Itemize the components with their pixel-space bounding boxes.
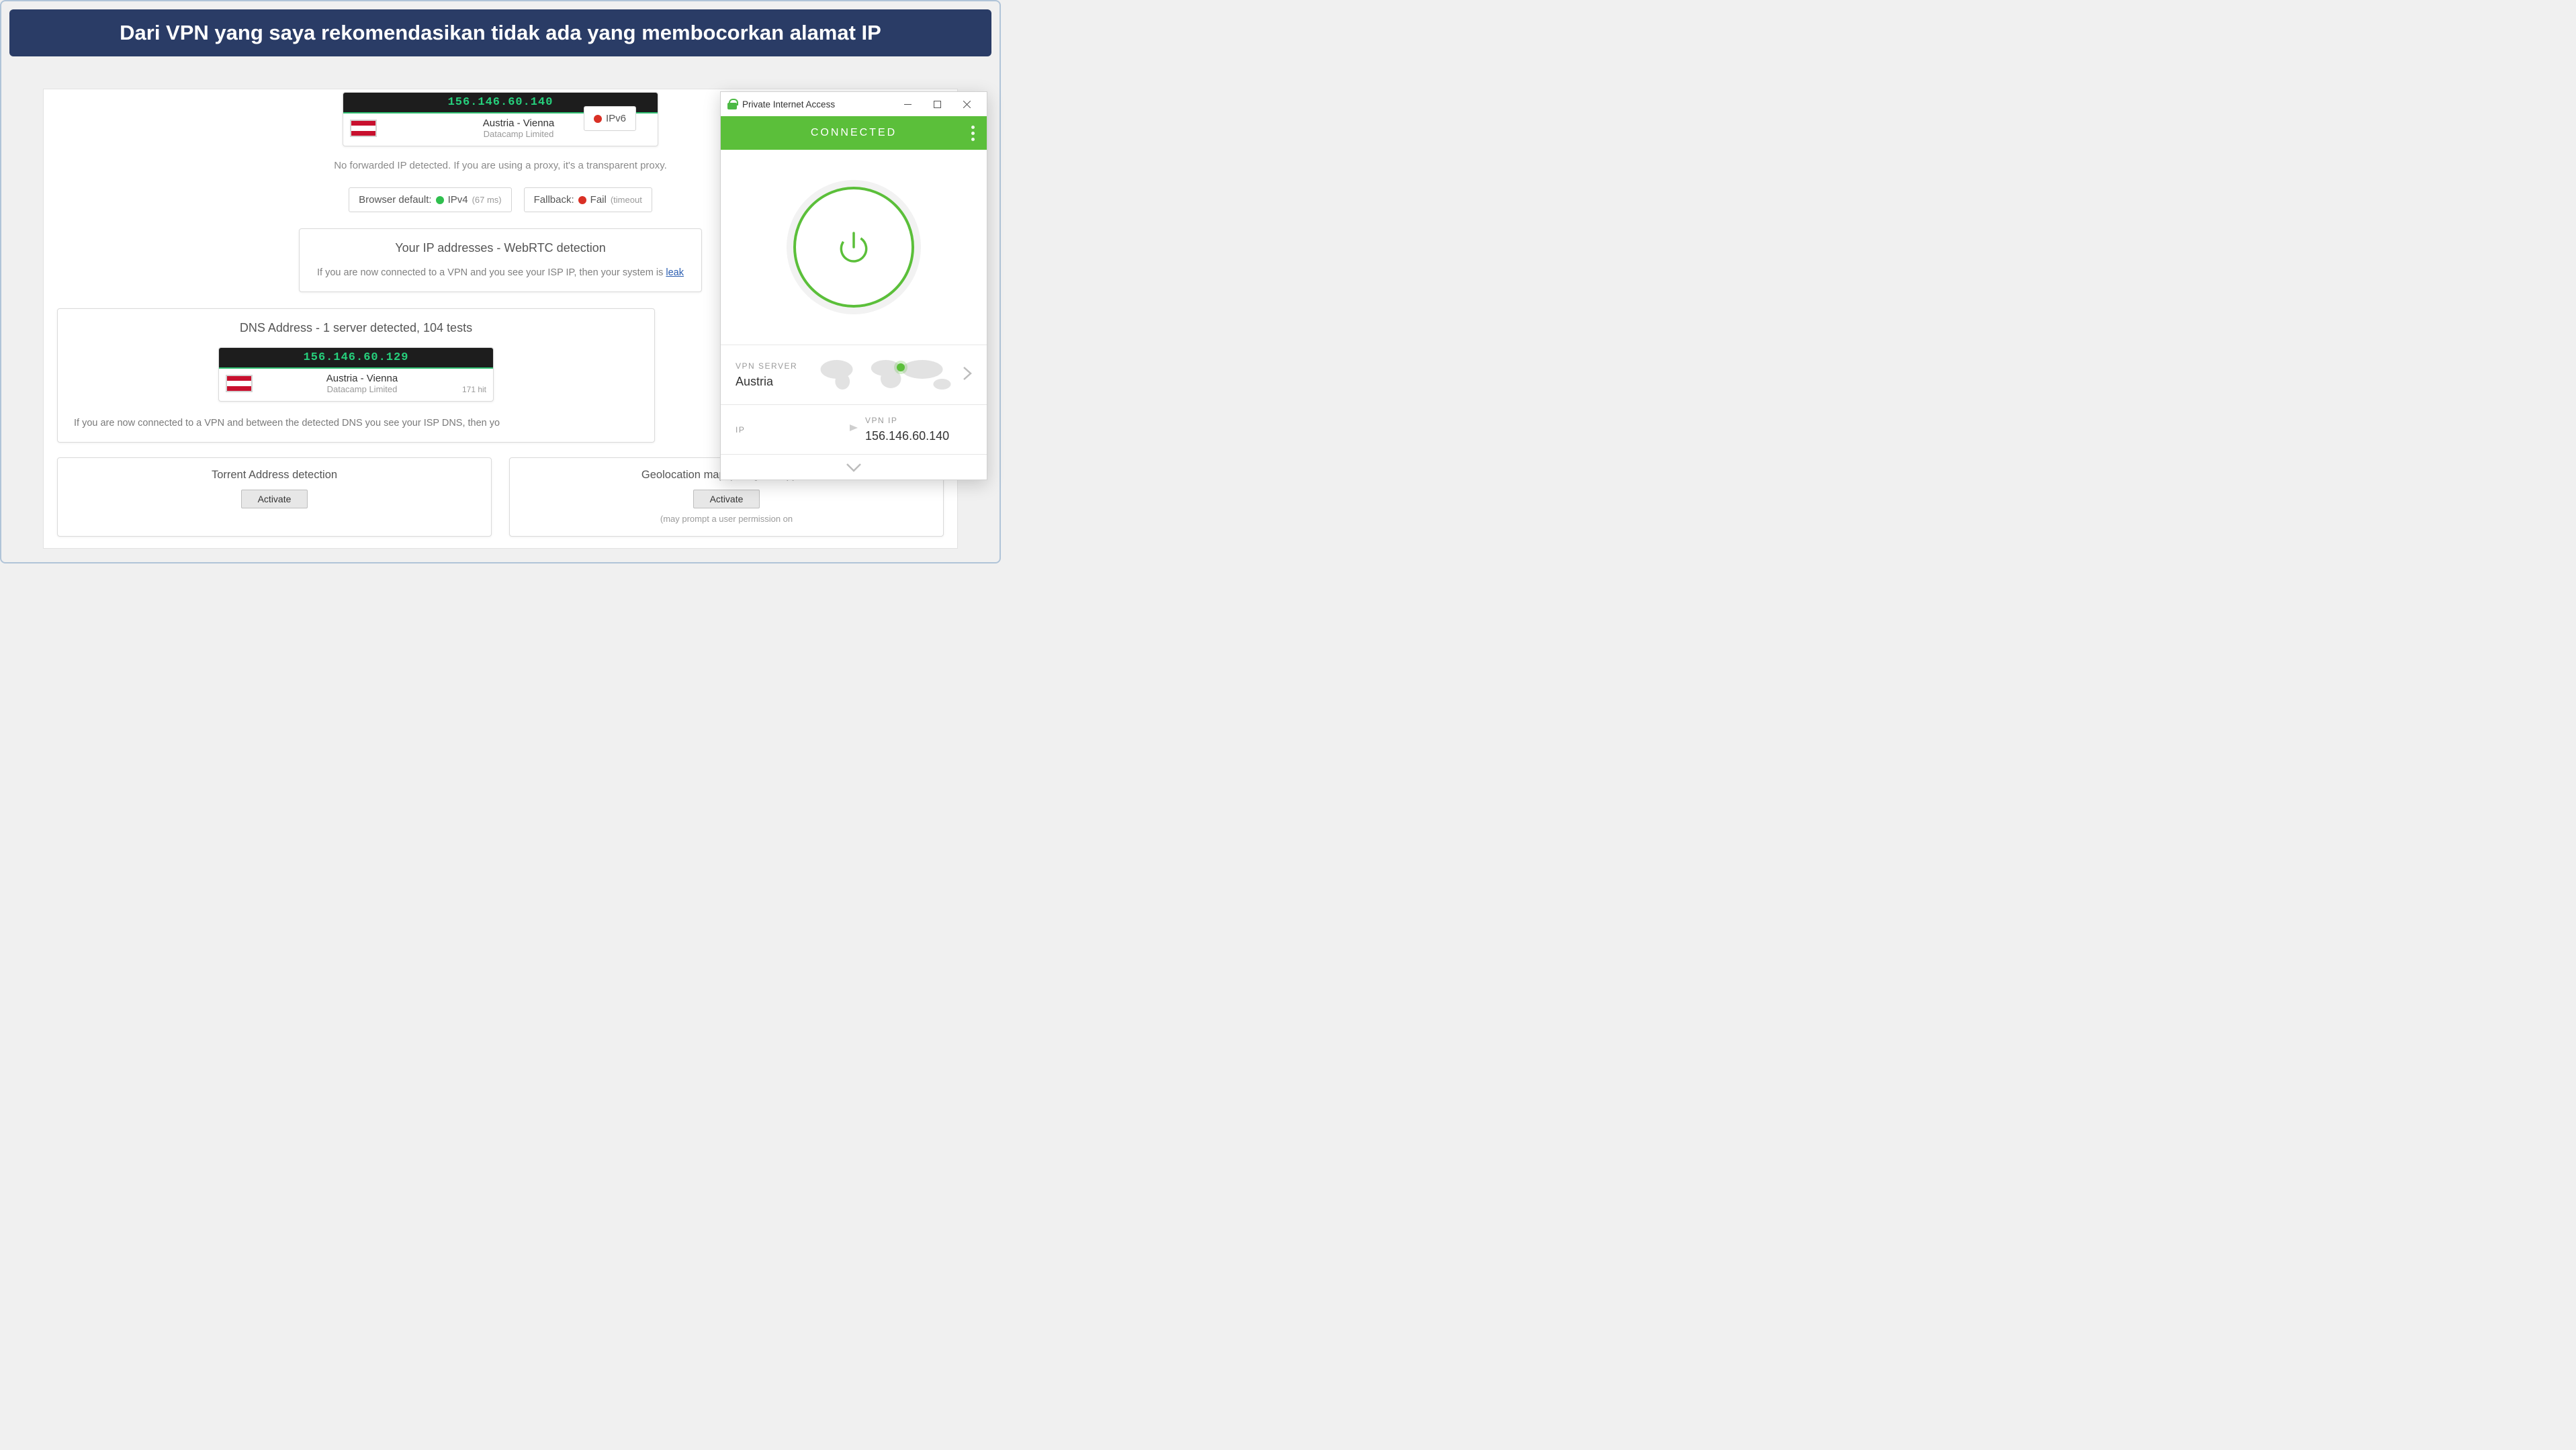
- pia-server-row[interactable]: VPN SERVER Austria: [721, 345, 987, 404]
- vpn-server-label: VPN SERVER: [736, 361, 816, 371]
- pia-power-area: [721, 150, 987, 345]
- geomap-hint: (may prompt a user permission on: [523, 514, 930, 524]
- dns-location: Austria - Vienna: [262, 373, 462, 384]
- status-dot-green: [436, 196, 444, 204]
- pia-status-bar: CONNECTED: [721, 116, 987, 150]
- fallback-label: Fallback:: [534, 194, 574, 206]
- webrtc-section: Your IP addresses - WebRTC detection If …: [299, 228, 702, 292]
- austria-flag-icon: [350, 120, 377, 137]
- austria-flag-icon: [226, 375, 253, 392]
- headline-banner: Dari VPN yang saya rekomendasikan tidak …: [9, 9, 991, 56]
- dns-ip-address: 156.146.60.129: [219, 348, 493, 369]
- chevron-right-icon: [963, 366, 972, 384]
- ipv6-test-pill: IPv6: [584, 106, 636, 131]
- dns-isp: Datacamp Limited: [262, 384, 462, 394]
- dns-title: DNS Address - 1 server detected, 104 tes…: [74, 321, 638, 335]
- dns-section: DNS Address - 1 server detected, 104 tes…: [57, 308, 655, 443]
- torrent-section: Torrent Address detection Activate: [57, 457, 492, 537]
- ipv6-label: IPv6: [606, 113, 626, 124]
- vpn-ip-value: 156.146.60.140: [865, 429, 972, 443]
- vpn-ip-label: VPN IP: [865, 416, 972, 425]
- pia-status-text: CONNECTED: [811, 127, 897, 139]
- window-maximize-button[interactable]: [922, 93, 952, 115]
- webrtc-title: Your IP addresses - WebRTC detection: [316, 241, 685, 255]
- browser-default-label: Browser default:: [359, 194, 431, 206]
- fallback-latency: (timeout: [611, 195, 642, 205]
- arrow-right-icon: [842, 422, 865, 437]
- power-icon: [835, 228, 873, 266]
- expand-toggle[interactable]: [721, 454, 987, 480]
- pia-app-name: Private Internet Access: [742, 99, 835, 109]
- pia-titlebar[interactable]: Private Internet Access: [721, 92, 987, 116]
- window-close-button[interactable]: [952, 93, 981, 115]
- fallback-pill: Fallback: Fail (timeout: [524, 187, 652, 212]
- kebab-menu-icon[interactable]: [971, 126, 975, 141]
- torrent-title: Torrent Address detection: [71, 469, 478, 482]
- dns-ip-card: 156.146.60.129 Austria - Vienna Datacamp…: [218, 347, 494, 402]
- browser-default-latency: (67 ms): [472, 195, 502, 205]
- vpn-server-value: Austria: [736, 375, 816, 389]
- ip-label: IP: [736, 425, 842, 435]
- server-location-dot: [897, 363, 905, 371]
- status-dot-red: [594, 115, 602, 123]
- world-map-icon: [816, 356, 963, 394]
- fallback-status: Fail: [590, 194, 607, 206]
- dns-note: If you are now connected to a VPN and be…: [74, 408, 638, 428]
- chevron-down-icon: [846, 463, 862, 472]
- leaking-link[interactable]: leak: [666, 267, 684, 278]
- pia-ip-row: IP VPN IP 156.146.60.140: [721, 404, 987, 454]
- power-toggle-button[interactable]: [793, 187, 914, 308]
- browser-default-pill: Browser default: IPv4 (67 ms): [349, 187, 511, 212]
- pia-app-window: Private Internet Access CONNECTED VPN SE…: [720, 91, 987, 480]
- torrent-activate-button[interactable]: Activate: [241, 490, 308, 508]
- dns-hits: 171 hit: [462, 385, 486, 394]
- status-dot-red: [578, 196, 586, 204]
- lock-icon: [727, 99, 737, 109]
- geomap-activate-button[interactable]: Activate: [693, 490, 760, 508]
- webrtc-desc: If you are now connected to a VPN and yo…: [316, 267, 685, 278]
- browser-default-proto: IPv4: [448, 194, 468, 206]
- window-minimize-button[interactable]: [893, 93, 922, 115]
